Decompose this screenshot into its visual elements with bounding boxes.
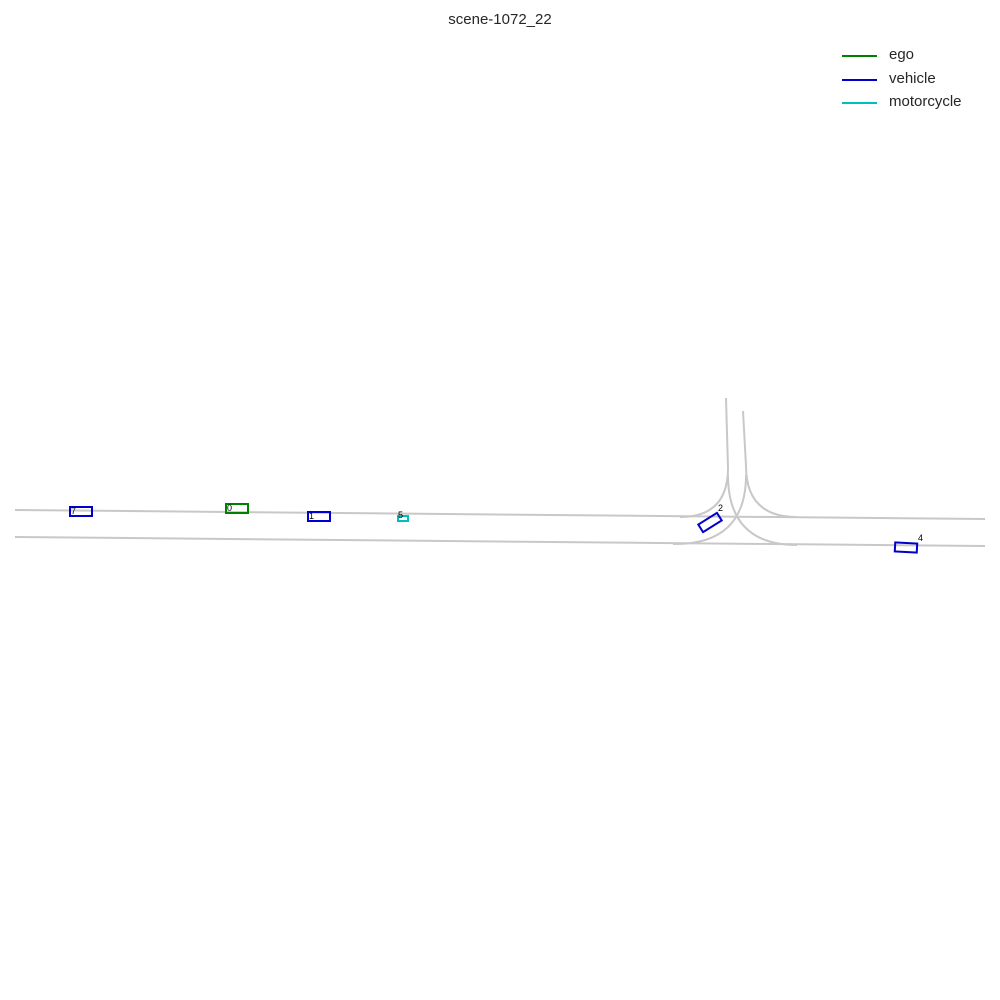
agent-label-0: 0: [227, 503, 232, 513]
lane-curve-right-to-west: [672, 474, 747, 546]
agent-label-1: 1: [309, 511, 314, 521]
legend: ego vehicle motorcycle: [834, 44, 994, 115]
legend-label-vehicle: vehicle: [889, 69, 936, 87]
agent-box-motorcycle-5: [397, 515, 409, 522]
legend-item-motorcycle: motorcycle: [834, 91, 994, 115]
legend-swatch-ego: [842, 55, 877, 57]
legend-swatch-motorcycle: [842, 102, 877, 104]
lane-boundary-lower: [14, 536, 986, 547]
agent-box-vehicle-4: [893, 541, 919, 554]
lane-network: [14, 397, 986, 547]
agent-label-2: 2: [718, 503, 723, 513]
legend-item-vehicle: vehicle: [834, 68, 994, 92]
agent-box-ego-0: [225, 503, 249, 514]
agent-label-5: 5: [398, 510, 403, 520]
lane-curve-right-to-east: [745, 465, 798, 518]
lane-branch-right-straight: [742, 410, 747, 467]
legend-swatch-vehicle: [842, 78, 877, 81]
legend-label-ego: ego: [889, 46, 915, 63]
agent-label-4: 4: [918, 533, 923, 543]
lane-curve-left-to-east: [727, 474, 798, 546]
agents: 0 1 2 4 5 7: [69, 503, 923, 554]
agent-box-vehicle-7: [69, 506, 93, 517]
legend-item-ego: ego: [834, 44, 994, 68]
lane-branch-left-straight: [725, 397, 729, 469]
agent-label-7: 7: [71, 506, 76, 516]
agent-box-vehicle-2: [696, 511, 724, 534]
scene-title: scene-1072_22: [448, 11, 552, 28]
legend-label-motorcycle: motorcycle: [889, 93, 962, 110]
lane-boundary-upper: [14, 509, 986, 520]
agent-box-vehicle-1: [307, 511, 331, 522]
